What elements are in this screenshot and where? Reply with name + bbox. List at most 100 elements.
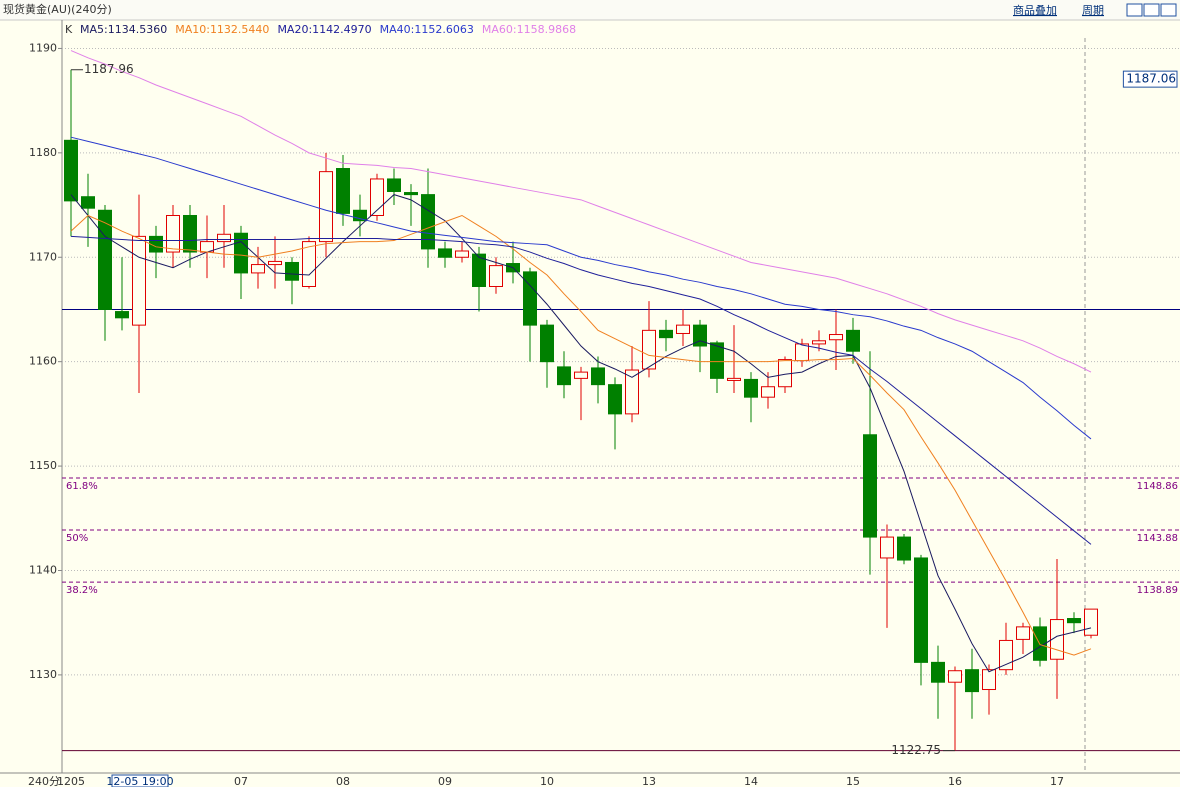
fib-label: 50% xyxy=(66,533,88,544)
candle-body xyxy=(183,214,197,253)
candle-body xyxy=(846,329,860,352)
candle-body xyxy=(710,342,724,379)
legend-entry: MA10:1132.5440 xyxy=(175,23,269,36)
period-label: 240分 xyxy=(28,775,60,787)
candle-body xyxy=(404,192,418,196)
candle-body xyxy=(965,669,979,693)
high-label: 1187.96 xyxy=(84,62,134,76)
y-tick-label: 1130 xyxy=(29,668,57,681)
legend-entry: MA40:1152.6063 xyxy=(380,23,474,36)
nav-icon[interactable] xyxy=(1126,3,1143,17)
candle-body xyxy=(761,386,775,398)
fib-label: 61.8% xyxy=(66,481,98,492)
candle-body xyxy=(336,168,350,214)
candle-body xyxy=(540,324,554,363)
candle-body xyxy=(676,324,690,334)
candle-body xyxy=(217,233,231,243)
tool-button[interactable]: 周期 xyxy=(1082,4,1104,17)
x-tick-label: 08 xyxy=(336,775,350,787)
candle-body xyxy=(897,536,911,561)
y-tick-label: 1170 xyxy=(29,250,57,263)
candle-body xyxy=(829,334,843,341)
candle-body xyxy=(64,139,78,202)
low-label: 1122.75 xyxy=(891,743,941,757)
cursor-date-box xyxy=(111,774,169,787)
last-price-box xyxy=(1122,70,1178,88)
x-tick-label: 10 xyxy=(540,775,554,787)
fib-value: 1148.86 xyxy=(1137,481,1178,492)
candle-body xyxy=(387,178,401,192)
candle-body xyxy=(234,232,248,274)
ma-line xyxy=(70,136,1092,440)
candle-body xyxy=(132,235,146,326)
candle-body xyxy=(455,250,469,258)
legend-entry: MA60:1158.9868 xyxy=(482,23,576,36)
ma-line xyxy=(70,50,1092,373)
x-tick-label: 09 xyxy=(438,775,452,787)
candle-body xyxy=(863,434,877,538)
candle-body xyxy=(812,340,826,345)
candle-body xyxy=(319,171,333,243)
candle-body xyxy=(557,366,571,386)
candle-body xyxy=(1084,608,1098,636)
candle-body xyxy=(931,661,945,683)
last-price: 1187.06 xyxy=(1126,72,1176,86)
x-tick-label: 07 xyxy=(234,775,248,787)
tool-button[interactable]: 商品叠加 xyxy=(1013,3,1057,17)
candle-body xyxy=(1067,618,1081,624)
candle-body xyxy=(608,384,622,415)
candle-body xyxy=(795,343,809,362)
candle-body xyxy=(642,329,656,370)
candle-body xyxy=(472,253,486,287)
y-tick-label: 1140 xyxy=(29,563,57,576)
candle-body xyxy=(982,669,996,691)
candle-body xyxy=(948,670,962,683)
x-tick-label: 13 xyxy=(642,775,656,787)
ma-line xyxy=(70,235,1092,545)
fib-value: 1138.89 xyxy=(1137,585,1178,596)
candle-body xyxy=(591,367,605,386)
candle-body xyxy=(438,248,452,258)
candle-body xyxy=(625,369,639,415)
y-tick-label: 1160 xyxy=(29,355,57,368)
fib-value: 1143.88 xyxy=(1137,533,1178,544)
nav-icon[interactable] xyxy=(1160,3,1177,17)
ma-line xyxy=(70,194,1092,673)
fib-label: 38.2% xyxy=(66,585,98,596)
nav-icons[interactable] xyxy=(1126,3,1177,17)
candle-body xyxy=(268,260,282,266)
candle-body xyxy=(727,377,741,381)
candle-body xyxy=(353,209,367,222)
y-tick-label: 1150 xyxy=(29,459,57,472)
x-tick-label: 14 xyxy=(744,775,758,787)
candle-body xyxy=(370,178,384,216)
y-tick-label: 1190 xyxy=(29,41,57,54)
candle-body xyxy=(744,378,758,398)
candle-body xyxy=(81,196,95,209)
nav-icon[interactable] xyxy=(1143,3,1160,17)
cursor-date: 12-05 19:00 xyxy=(106,775,173,787)
legend-entry: MA20:1142.4970 xyxy=(277,23,371,36)
x-tick-label: 16 xyxy=(948,775,962,787)
candle-body xyxy=(523,271,537,326)
candle-body xyxy=(421,194,435,250)
candle-body xyxy=(999,639,1013,671)
candle-body xyxy=(574,371,588,379)
candle-body xyxy=(98,209,112,310)
candle-body xyxy=(693,324,707,347)
candle-body xyxy=(115,311,129,319)
ma-line xyxy=(70,214,1092,656)
candle-body xyxy=(1016,626,1030,640)
x-tick-label: 17 xyxy=(1050,775,1064,787)
top-bar xyxy=(0,0,1180,20)
candle-body xyxy=(914,557,928,663)
legend-entry: MA5:1134.5360 xyxy=(80,23,167,36)
candle-body xyxy=(166,214,180,253)
x-tick-label: 1205 xyxy=(57,775,85,787)
candle-body xyxy=(659,329,673,339)
y-tick-label: 1180 xyxy=(29,146,57,159)
candle-body xyxy=(880,536,894,559)
